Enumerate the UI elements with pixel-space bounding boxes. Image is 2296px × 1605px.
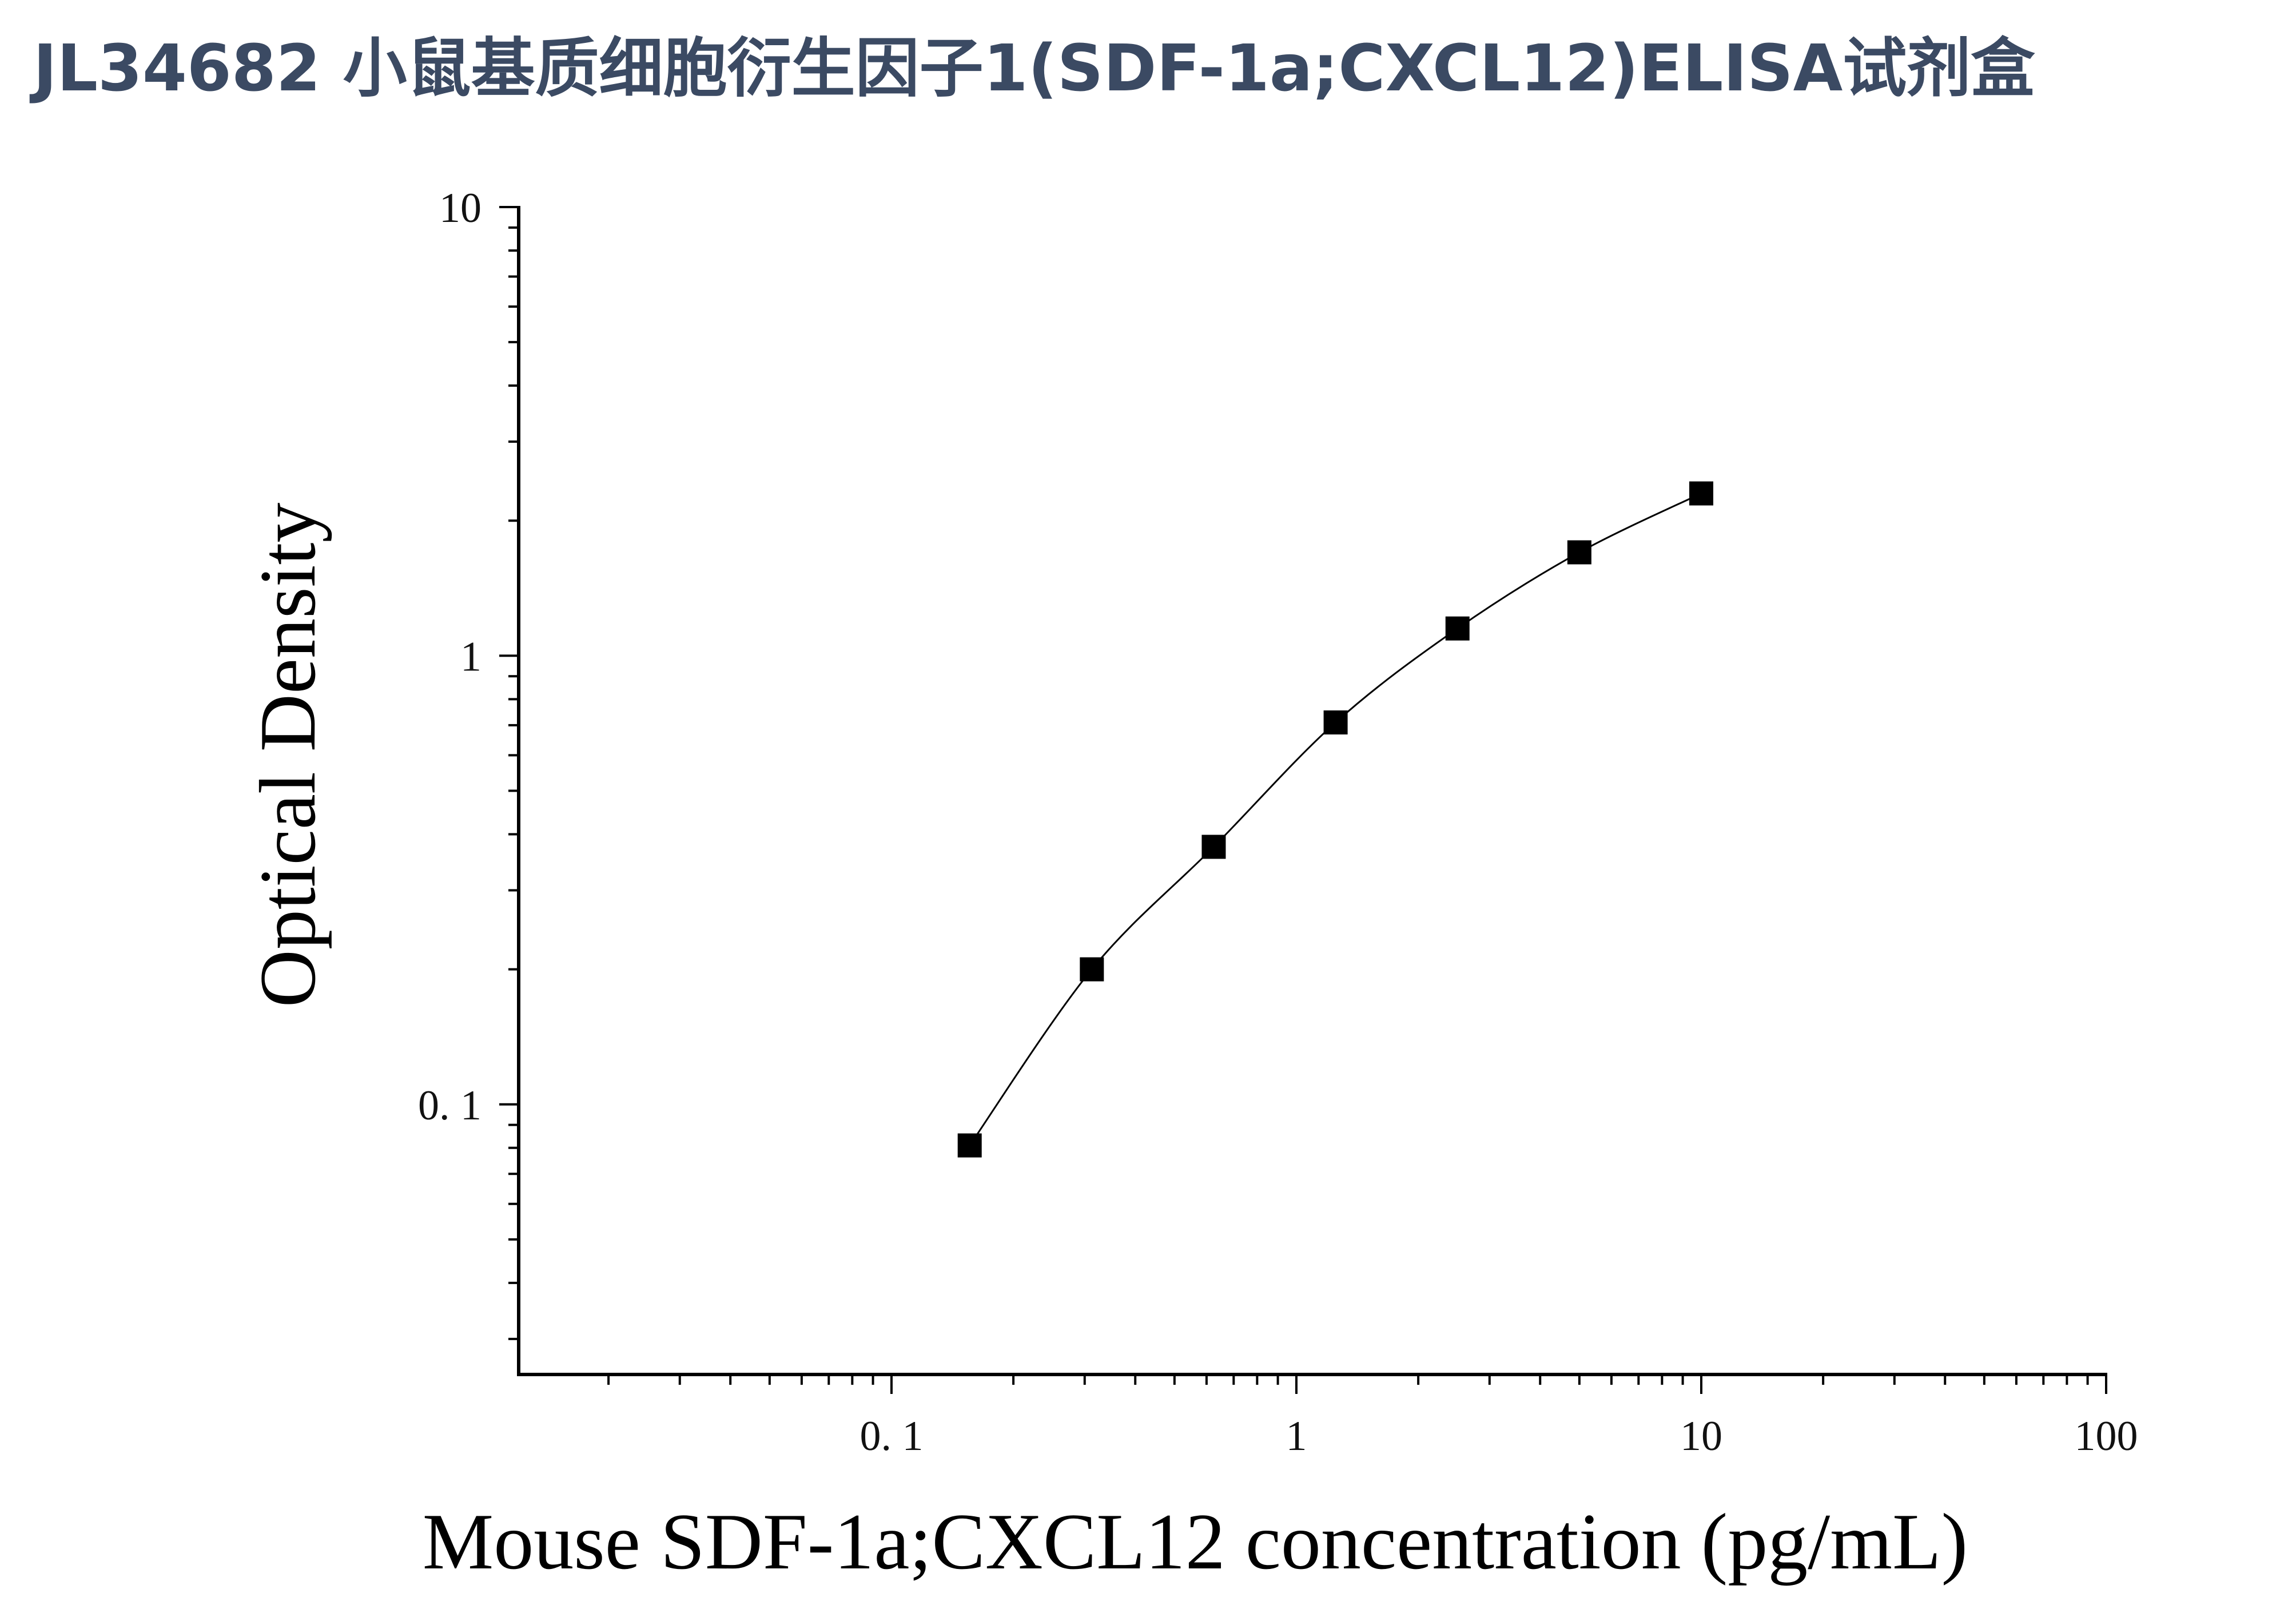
data-point-marker <box>1201 835 1226 859</box>
y-tick-label: 1 <box>460 633 482 680</box>
x-tick-label: 1 <box>1286 1413 1307 1460</box>
plot-axes <box>517 206 2107 1376</box>
axis-ticks <box>499 206 2107 1394</box>
x-axis-title: Mouse SDF-1a;CXCL12 concentration (pg/mL… <box>423 1497 1968 1586</box>
axis-tick-labels: 0. 1 1 10 100 0. 1 1 10 <box>418 185 2138 1460</box>
data-point-marker <box>1080 957 1104 982</box>
x-tick-label: 100 <box>2075 1413 2138 1460</box>
fit-curve <box>969 492 1702 1146</box>
x-tick-label: 10 <box>1680 1413 1722 1460</box>
data-point-marker <box>1323 710 1348 735</box>
data-point-marker <box>1567 540 1591 565</box>
x-tick-label: 0. 1 <box>859 1413 923 1460</box>
chart-title: JL34682 小鼠基质细胞衍生因子1(SDF-1a;CXCL12)ELISA试… <box>29 31 2035 106</box>
data-point-marker <box>1445 616 1470 641</box>
y-tick-label: 10 <box>439 185 482 232</box>
data-point-marker <box>957 1133 982 1158</box>
data-markers <box>957 481 1713 1158</box>
y-tick-label: 0. 1 <box>418 1082 482 1129</box>
data-point-marker <box>1689 481 1713 506</box>
y-axis-title: Optical Density <box>244 503 332 1008</box>
